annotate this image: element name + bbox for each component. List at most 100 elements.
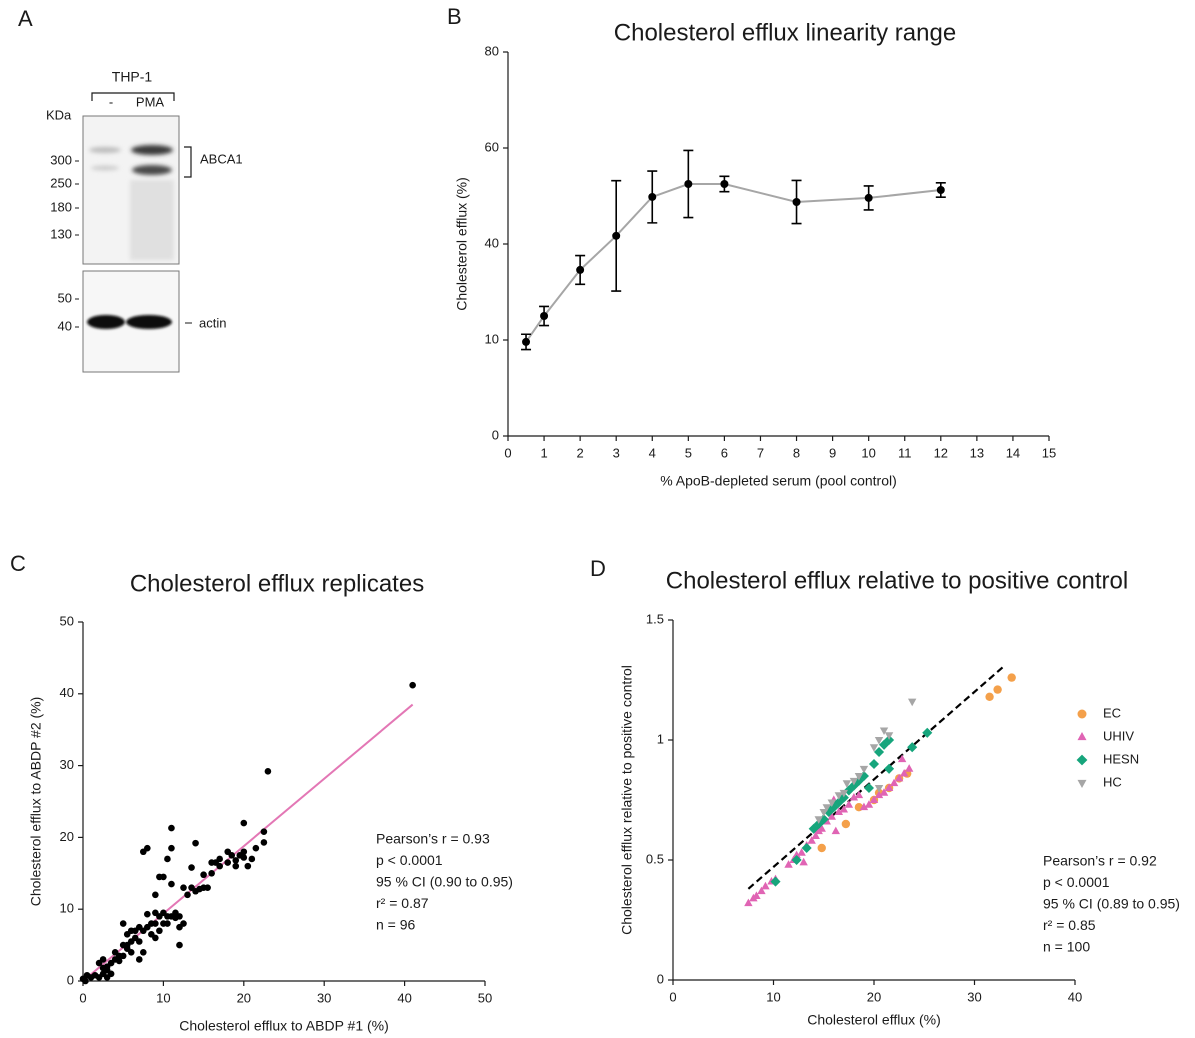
- unit-label: KDa: [46, 107, 72, 122]
- point: [907, 742, 918, 753]
- point: [204, 884, 211, 891]
- x-tick-label: 0: [504, 445, 511, 460]
- point: [576, 265, 585, 274]
- point: [859, 765, 869, 774]
- legend-swatch: [1077, 779, 1087, 788]
- point: [868, 758, 880, 770]
- point: [684, 180, 693, 188]
- point: [160, 920, 167, 927]
- point: [648, 192, 657, 201]
- line: [525, 183, 941, 343]
- point: [522, 337, 531, 346]
- x-tick-label: 6: [721, 445, 728, 460]
- annotation: Pearson’s r = 0.92: [1043, 853, 1157, 869]
- x-tick-label: 1: [540, 445, 547, 460]
- point: [409, 681, 416, 689]
- panel-letter: B: [447, 4, 462, 29]
- point: [863, 782, 875, 794]
- annotation: 95 % CI (0.89 to 0.95): [1043, 896, 1180, 912]
- x-tick-label: 30: [967, 989, 981, 1004]
- annotation: r² = 0.87: [376, 895, 429, 911]
- point: [744, 898, 753, 907]
- x-tick-label: 7: [757, 445, 764, 460]
- point: [834, 792, 844, 800]
- x-tick-label: 4: [649, 445, 656, 460]
- point: [844, 800, 854, 808]
- point: [127, 927, 135, 935]
- lane-bracket: [91, 92, 175, 101]
- point: [814, 816, 823, 824]
- point: [720, 180, 729, 188]
- point: [849, 792, 859, 801]
- point: [224, 859, 232, 866]
- point: [784, 860, 793, 868]
- mw-label: 180: [50, 199, 72, 214]
- mw-label: 300: [50, 152, 72, 167]
- point: [260, 828, 268, 835]
- legend-label: EC: [1103, 705, 1121, 720]
- point: [95, 959, 103, 967]
- chart-title: Cholesterol efflux linearity range: [614, 19, 956, 46]
- point: [140, 848, 147, 856]
- point: [152, 891, 159, 899]
- point: [854, 773, 864, 781]
- point: [807, 836, 816, 844]
- point: [208, 859, 215, 866]
- point: [240, 848, 248, 856]
- x-tick-label: 30: [317, 990, 331, 1005]
- point: [899, 768, 909, 777]
- annotation: r² = 0.85: [1043, 917, 1096, 933]
- point: [168, 844, 175, 852]
- point: [907, 698, 917, 707]
- x-axis-label: Cholesterol efflux to ABDP #1 (%): [179, 1018, 389, 1034]
- point: [164, 913, 171, 920]
- point: [176, 923, 183, 931]
- band: [87, 315, 125, 329]
- point: [859, 802, 869, 811]
- y-tick-label: 1: [657, 731, 664, 746]
- point: [107, 970, 115, 978]
- point: [904, 764, 914, 772]
- point: [822, 804, 831, 812]
- x-tick-label: 0: [669, 989, 676, 1004]
- chart-title: Cholesterol efflux relative to positive …: [666, 567, 1128, 594]
- y-tick-label: 60: [485, 139, 499, 154]
- legend-label: HC: [1103, 774, 1122, 789]
- lane-label: PMA: [136, 94, 165, 109]
- x-tick-label: 12: [934, 445, 948, 460]
- point: [839, 789, 849, 798]
- y-tick-label: 20: [60, 829, 74, 844]
- mw-label: 40: [58, 318, 72, 333]
- point: [839, 804, 849, 813]
- x-tick-label: 10: [861, 445, 875, 460]
- y-tick-label: 1.5: [646, 611, 664, 626]
- point: [858, 770, 869, 782]
- y-axis-label: Cholesterol efflux (%): [454, 177, 470, 311]
- point: [797, 848, 806, 856]
- y-tick-label: 80: [485, 43, 499, 58]
- point: [612, 231, 621, 240]
- legend-swatch: [1077, 709, 1087, 719]
- point: [232, 857, 240, 864]
- point: [818, 814, 829, 825]
- point: [834, 807, 844, 815]
- y-tick-label: 40: [485, 235, 499, 250]
- fit-line: [82, 703, 414, 982]
- x-tick-label: 3: [613, 445, 620, 460]
- point: [819, 809, 828, 817]
- point: [192, 839, 199, 847]
- point: [184, 891, 191, 899]
- point: [843, 785, 854, 796]
- point: [811, 831, 820, 839]
- point: [884, 732, 894, 740]
- x-tick-label: 50: [478, 990, 492, 1005]
- y-tick-label: 50: [60, 613, 74, 628]
- chart-title: Cholesterol efflux replicates: [130, 570, 424, 597]
- band: [131, 145, 173, 155]
- legend-swatch: [1077, 732, 1087, 741]
- point: [188, 864, 195, 871]
- point: [540, 312, 549, 320]
- y-tick-label: 30: [60, 757, 74, 772]
- x-tick-label: 13: [970, 445, 984, 460]
